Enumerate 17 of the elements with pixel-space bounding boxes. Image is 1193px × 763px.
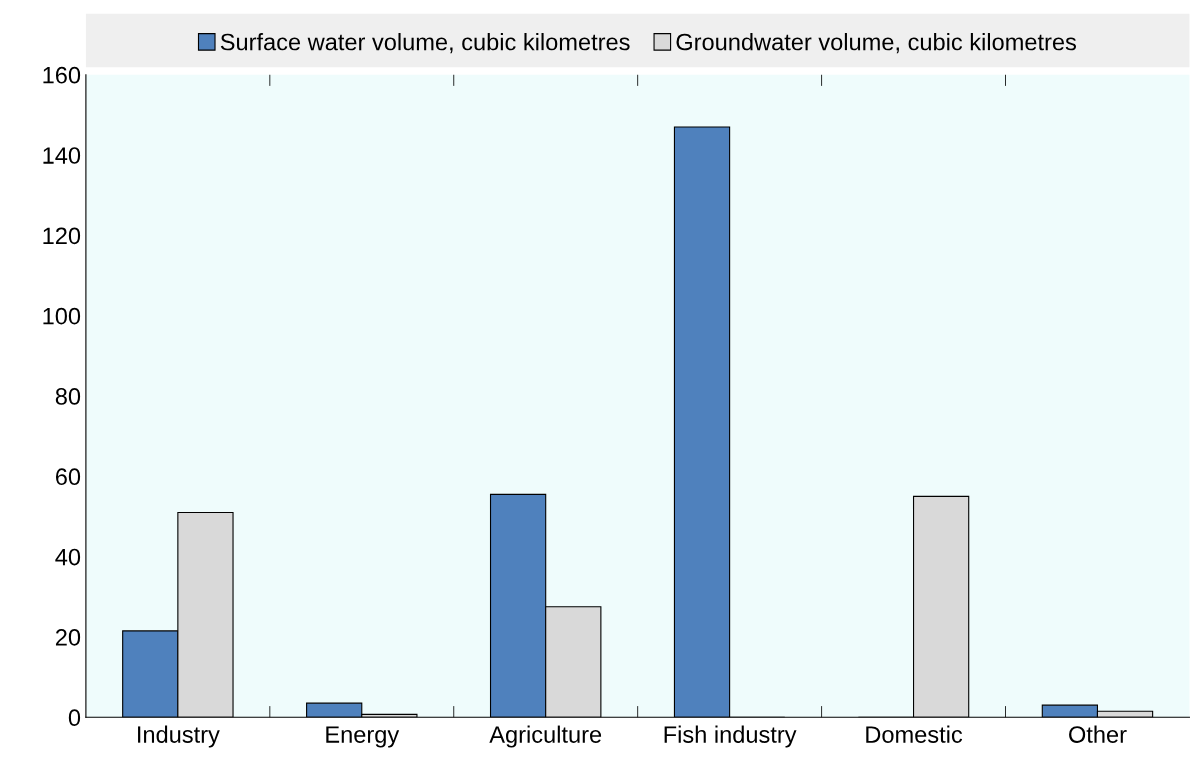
y-tick-label: 60 [55,468,81,486]
y-tick-label: 40 [55,548,81,566]
x-tick-label: Energy [326,726,400,748]
legend-label: Surface water volume, cubic kilometres [220,33,630,54]
y-tick-label: 100 [43,307,81,325]
y-tick-label: 0 [68,709,81,727]
x-tick-label: Industry [138,725,220,748]
y-tick-label: 140 [43,147,81,164]
x-tick-label: Fish industry [664,725,797,748]
y-tick-label: 80 [55,388,81,405]
legend-label: Groundwater volume, cubic kilometres [676,33,1076,54]
y-tick-label: 20 [55,628,81,646]
y-tick-label: 160 [43,66,81,84]
x-tick-label: Domestic [866,725,963,743]
x-tick-label: Agriculture [489,725,602,748]
x-tick-label: Other [1069,725,1127,743]
y-tick-label: 120 [43,227,81,245]
